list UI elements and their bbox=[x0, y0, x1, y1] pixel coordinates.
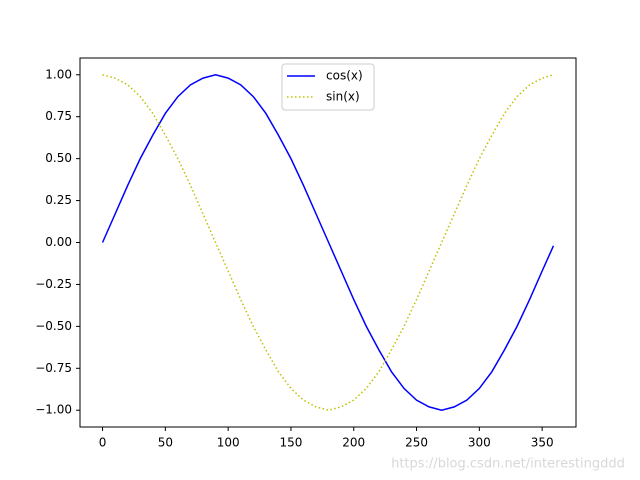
y-tick-label: −0.75 bbox=[35, 361, 72, 375]
watermark: https://blog.csdn.net/interestingddd bbox=[391, 457, 625, 472]
y-tick-label: 0.75 bbox=[45, 109, 72, 123]
y-tick-label: −0.25 bbox=[35, 277, 72, 291]
series-line bbox=[101, 73, 555, 412]
y-tick-label: −0.50 bbox=[35, 319, 72, 333]
series-line bbox=[102, 74, 554, 412]
x-tick-label: 50 bbox=[158, 436, 173, 450]
x-tick-label: 200 bbox=[342, 436, 365, 450]
legend-label: cos(x) bbox=[326, 69, 363, 83]
x-tick-label: 250 bbox=[405, 436, 428, 450]
legend-label: sin(x) bbox=[326, 90, 360, 104]
x-tick-label: 100 bbox=[217, 436, 240, 450]
y-tick-label: 0.25 bbox=[45, 193, 72, 207]
y-tick-label: −1.00 bbox=[35, 403, 72, 417]
x-tick-label: 300 bbox=[468, 436, 491, 450]
x-tick-label: 150 bbox=[279, 436, 302, 450]
y-tick-label: 0.50 bbox=[45, 151, 72, 165]
y-tick-label: 0.00 bbox=[45, 235, 72, 249]
y-tick-label: 1.00 bbox=[45, 67, 72, 81]
x-tick-label: 0 bbox=[99, 436, 107, 450]
x-tick-label: 350 bbox=[531, 436, 554, 450]
